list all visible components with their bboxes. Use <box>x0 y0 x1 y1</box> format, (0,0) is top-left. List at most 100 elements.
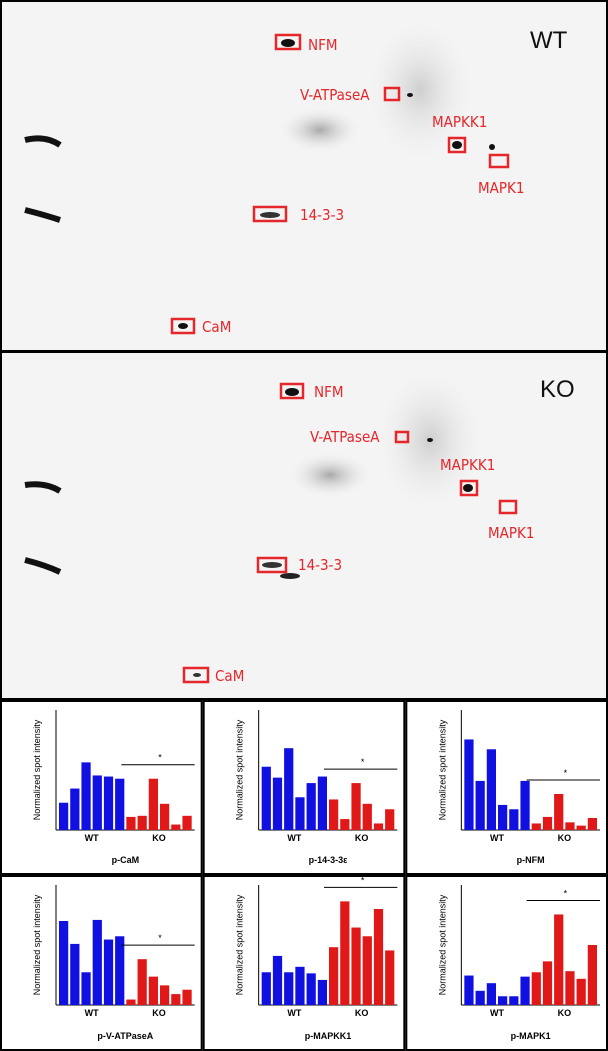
group-label: KO <box>558 1008 572 1018</box>
gel-label: NFM <box>308 36 338 54</box>
bar <box>576 978 586 1005</box>
gel-panels: NFM V-ATPaseA MAPKK1 MAPK1 14-3-3 CaM WT… <box>0 0 608 700</box>
gel-label: V-ATPaseA <box>300 86 370 104</box>
chart-title: p-MAPKK1 <box>305 1031 352 1041</box>
bar <box>70 943 80 1005</box>
bar <box>565 971 575 1005</box>
bar <box>464 739 474 830</box>
gel-label: 14-3-3 <box>298 556 342 574</box>
bar <box>171 824 181 830</box>
y-axis-label: Normalized spot intensity <box>437 719 447 820</box>
bar <box>317 979 327 1005</box>
bar <box>486 749 496 830</box>
group-label: KO <box>152 833 166 843</box>
bar <box>137 959 147 1005</box>
bar <box>329 947 339 1005</box>
bar <box>81 762 91 830</box>
bar <box>340 901 350 1005</box>
annotation: * <box>361 757 365 767</box>
bar <box>103 776 114 830</box>
bar <box>92 919 102 1005</box>
bar <box>531 972 541 1005</box>
gel-label: MAPK1 <box>478 179 524 197</box>
bar <box>126 816 136 830</box>
gel-label: NFM <box>314 383 344 401</box>
bar <box>542 816 553 830</box>
gel-label: MAPKK1 <box>432 113 487 131</box>
gel-wt <box>0 0 608 352</box>
group-label: WT <box>287 1008 301 1018</box>
bar <box>520 976 530 1005</box>
bar <box>565 822 575 830</box>
gel-label: CaM <box>215 667 244 685</box>
bar <box>295 797 305 830</box>
y-axis-label: Normalized spot intensity <box>437 894 447 995</box>
bar <box>587 818 597 830</box>
bar <box>373 909 384 1005</box>
gel-label: CaM <box>202 318 231 336</box>
bar <box>531 823 541 830</box>
bar <box>261 972 271 1005</box>
bar <box>554 914 564 1005</box>
bar <box>70 788 80 830</box>
chart-title: p-NFM <box>517 855 545 865</box>
bar <box>362 936 372 1005</box>
bar <box>272 955 283 1005</box>
bar <box>306 973 316 1005</box>
bar <box>148 778 158 830</box>
gel-markers <box>170 33 518 684</box>
gel-title: KO <box>540 376 575 403</box>
bar <box>576 825 586 830</box>
group-label: WT <box>85 1008 99 1018</box>
group-label: WT <box>85 833 99 843</box>
bar <box>340 819 350 830</box>
bar <box>306 783 316 830</box>
bar <box>182 815 192 830</box>
bar <box>317 776 327 830</box>
chart-title: p-14-3-3ε <box>309 855 349 865</box>
group-label: KO <box>355 833 369 843</box>
bar <box>160 985 170 1005</box>
group-label: WT <box>490 833 504 843</box>
bar <box>261 766 271 830</box>
y-axis-label: Normalized spot intensity <box>32 894 42 995</box>
bar <box>329 799 339 830</box>
chart-title: p-MAPK1 <box>511 1031 551 1041</box>
bar <box>587 945 597 1005</box>
bar <box>115 778 125 830</box>
bar <box>498 804 508 830</box>
chart-title: p-V-ATPaseA <box>97 1031 153 1041</box>
gel-label: MAPK1 <box>488 524 534 542</box>
gel-ko <box>0 351 608 700</box>
annotation: * <box>564 888 568 898</box>
bar <box>284 748 294 830</box>
bar <box>464 975 474 1005</box>
bar <box>362 803 372 830</box>
bar <box>373 823 384 830</box>
bar <box>103 939 114 1005</box>
annotation: * <box>158 753 162 763</box>
bar <box>554 794 564 830</box>
bar <box>59 802 69 830</box>
bar <box>295 966 305 1005</box>
bar <box>351 927 361 1005</box>
bar <box>475 780 485 830</box>
chart-panel <box>202 700 406 875</box>
annotation: * <box>564 768 568 778</box>
group-label: WT <box>490 1008 504 1018</box>
bar <box>126 999 136 1005</box>
annotation: * <box>158 933 162 943</box>
group-label: KO <box>152 1008 166 1018</box>
gel-title: WT <box>530 27 568 54</box>
group-label: KO <box>355 1008 369 1018</box>
bar <box>520 780 530 830</box>
gel-label: 14-3-3 <box>300 206 344 224</box>
y-axis-label: Normalized spot intensity <box>235 719 245 820</box>
bar <box>284 972 294 1005</box>
group-label: WT <box>287 833 301 843</box>
group-label: KO <box>558 833 572 843</box>
bar <box>385 809 395 830</box>
bar <box>92 775 102 830</box>
